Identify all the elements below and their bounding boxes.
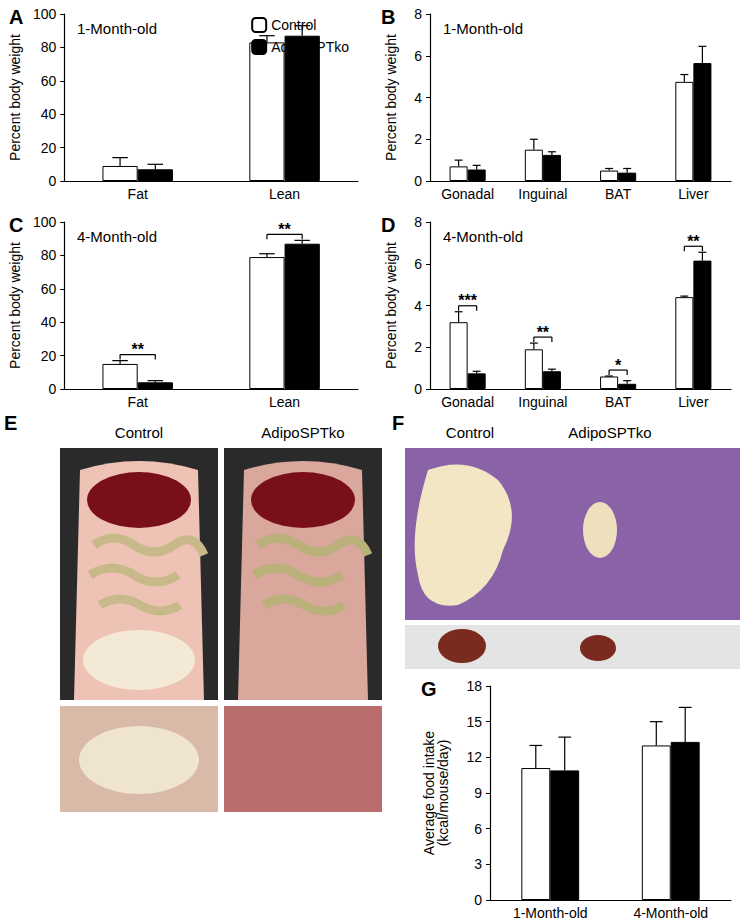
html-text:AdipoSPTko: AdipoSPTko	[568, 424, 652, 441]
svg-text:4-Month-old: 4-Month-old	[633, 905, 708, 921]
svg-text:Fat: Fat	[128, 186, 148, 202]
svg-text:3: 3	[474, 856, 482, 872]
svg-text:6: 6	[474, 821, 482, 837]
svg-text:C: C	[9, 214, 23, 236]
svg-text:80: 80	[41, 247, 57, 263]
svg-text:20: 20	[41, 140, 57, 156]
svg-text:100: 100	[33, 214, 57, 230]
html-text:AdipoSPTko: AdipoSPTko	[261, 424, 345, 441]
svg-text:Gonadal: Gonadal	[441, 186, 494, 202]
svg-text:2: 2	[414, 339, 422, 355]
html-text:Control: Control	[114, 424, 164, 441]
svg-text:0: 0	[48, 173, 56, 189]
svg-text:40: 40	[41, 314, 57, 330]
svg-text:Liver: Liver	[678, 394, 709, 410]
svg-text:***: ***	[458, 292, 477, 309]
svg-text:2: 2	[414, 131, 422, 147]
html-text:E: E	[4, 412, 18, 434]
svg-text:G: G	[421, 678, 437, 700]
svg-text:4: 4	[414, 90, 422, 106]
svg-text:AdipoSPTko: AdipoSPTko	[271, 39, 349, 55]
svg-text:Inguinal: Inguinal	[518, 394, 567, 410]
svg-text:1-Month-old: 1-Month-old	[443, 20, 523, 37]
svg-text:Percent body weight: Percent body weight	[7, 242, 23, 369]
svg-text:Percent body weight: Percent body weight	[7, 34, 23, 161]
svg-text:0: 0	[414, 173, 422, 189]
svg-text:6: 6	[414, 256, 422, 272]
svg-text:8: 8	[414, 6, 422, 22]
svg-text:Lean: Lean	[269, 186, 300, 202]
svg-text:D: D	[381, 214, 395, 236]
svg-text:60: 60	[41, 73, 57, 89]
svg-text:20: 20	[41, 348, 57, 364]
svg-text:0: 0	[48, 381, 56, 397]
svg-text:1-Month-old: 1-Month-old	[77, 20, 157, 37]
svg-text:15: 15	[466, 714, 482, 730]
svg-text:Liver: Liver	[678, 186, 709, 202]
svg-text:B: B	[381, 6, 395, 28]
svg-text:12: 12	[466, 749, 482, 765]
svg-text:**: **	[537, 324, 550, 341]
svg-text:Percent body weight: Percent body weight	[383, 34, 399, 161]
svg-text:(kcal/mouse/day): (kcal/mouse/day)	[435, 740, 451, 847]
svg-text:**: **	[131, 341, 144, 358]
svg-text:Lean: Lean	[269, 394, 300, 410]
svg-text:1-Month-old: 1-Month-old	[513, 905, 588, 921]
svg-text:Average food intake: Average food intake	[421, 730, 437, 856]
svg-text:0: 0	[474, 892, 482, 908]
svg-text:100: 100	[33, 6, 57, 22]
svg-text:Control: Control	[271, 17, 316, 33]
svg-text:60: 60	[41, 281, 57, 297]
svg-text:**: **	[278, 221, 291, 238]
svg-text:*: *	[615, 357, 622, 374]
svg-text:Inguinal: Inguinal	[518, 186, 567, 202]
svg-text:40: 40	[41, 106, 57, 122]
svg-text:4-Month-old: 4-Month-old	[77, 228, 157, 245]
svg-text:18: 18	[466, 678, 482, 694]
svg-text:6: 6	[414, 48, 422, 64]
svg-text:9: 9	[474, 785, 482, 801]
svg-text:BAT: BAT	[605, 394, 632, 410]
svg-text:A: A	[9, 6, 23, 28]
svg-text:Gonadal: Gonadal	[441, 394, 494, 410]
svg-text:0: 0	[414, 381, 422, 397]
svg-text:**: **	[687, 233, 700, 250]
svg-text:Fat: Fat	[128, 394, 148, 410]
svg-text:Percent body weight: Percent body weight	[383, 242, 399, 369]
svg-text:4: 4	[414, 298, 422, 314]
svg-text:8: 8	[414, 214, 422, 230]
svg-text:BAT: BAT	[605, 186, 632, 202]
svg-text:4-Month-old: 4-Month-old	[443, 228, 523, 245]
html-text:Control: Control	[445, 424, 495, 441]
svg-text:80: 80	[41, 39, 57, 55]
html-text:F: F	[392, 412, 405, 434]
